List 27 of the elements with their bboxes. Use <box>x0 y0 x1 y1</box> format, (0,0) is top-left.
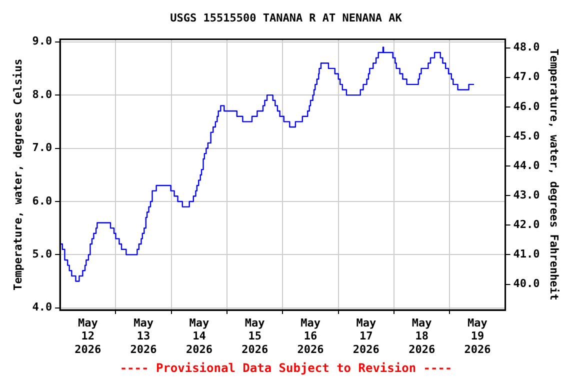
x-tick-label: May 18 2026 <box>408 316 436 356</box>
text: ---- Provisional Data Subject to Revision ---- <box>120 360 452 375</box>
x-tick-label: May 15 2026 <box>242 316 268 356</box>
x-tick-label: May 19 2026 <box>464 316 492 356</box>
y2-tick-label: 43.0 <box>513 188 540 202</box>
x-tick-label: May 17 2026 <box>352 316 380 356</box>
x-tick-label: May 13 2026 <box>130 316 158 356</box>
y2-axis-title: Temperature, water, degrees Fahrenheit <box>548 48 561 300</box>
y2-tick-label: 40.0 <box>513 277 540 290</box>
x-tick-label: May 14 2026 <box>186 316 213 356</box>
y-tick-label: 6.0 <box>32 194 52 208</box>
y-axis-title: Temperature, water, degrees Celsius <box>11 58 24 290</box>
y-tick-label: 5.0 <box>32 248 52 261</box>
y2-tick-label: 45.0 <box>513 129 540 142</box>
y2-tick-label: 42.0 <box>513 218 540 232</box>
y-tick-label: 7.0 <box>32 141 52 154</box>
x-tick-label: May 16 2026 <box>297 316 324 356</box>
chart-title: USGS 15515500 TANANA R AT NENANA AK <box>170 11 402 24</box>
y2-tick-label: 47.0 <box>513 70 540 84</box>
y2-tick-label: 46.0 <box>513 100 540 113</box>
y2-tick-label: 48.0 <box>513 40 540 54</box>
y-tick-label: 9.0 <box>32 34 52 48</box>
x-tick-label: May 12 2026 <box>74 316 102 356</box>
y-tick-label: 4.0 <box>32 300 52 314</box>
y2-tick-label: 44.0 <box>513 158 540 172</box>
y-tick-label: 8.0 <box>32 88 52 101</box>
y2-tick-label: 41.0 <box>513 248 540 261</box>
